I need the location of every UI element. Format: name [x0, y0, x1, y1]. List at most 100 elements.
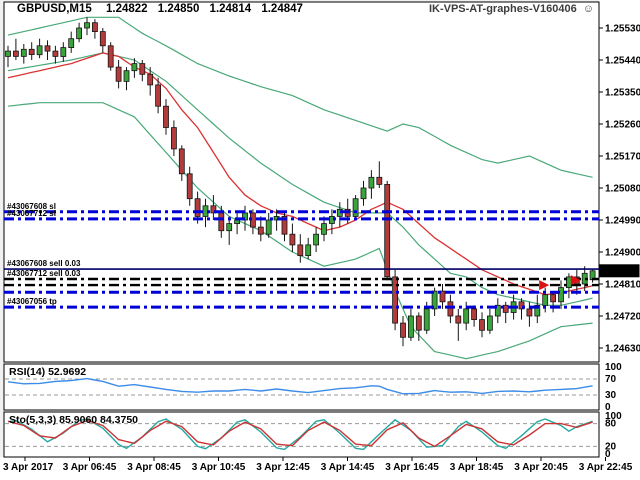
- bull-candle: [313, 233, 320, 246]
- price-axis-strip[interactable]: [599, 0, 640, 480]
- bear-candle: [92, 22, 98, 33]
- bear-candle: [392, 276, 399, 324]
- candles-layer: [5, 17, 596, 347]
- smiley-icon: ☺: [582, 3, 594, 15]
- stochastic-label: Sto(5,3,3) 85.9060 84.3750: [9, 414, 138, 426]
- bull-candle: [20, 48, 27, 57]
- stochastic-scale-label: 0: [605, 449, 611, 460]
- bull-candle: [368, 176, 375, 189]
- bear-candle: [28, 48, 35, 55]
- bull-candle: [84, 22, 90, 29]
- bull-candle: [558, 287, 564, 303]
- bull-candle: [76, 27, 82, 40]
- time-axis-label: 3 Apr 10:45: [192, 462, 246, 473]
- bull-candle: [360, 187, 367, 200]
- bear-candle: [415, 315, 422, 331]
- bull-candle: [431, 290, 438, 310]
- ohlc-low: 1.24814: [209, 3, 252, 15]
- stochastic-scale-label: 100: [605, 411, 622, 422]
- bear-candle: [526, 308, 533, 317]
- bull-candle: [123, 70, 130, 82]
- bull-candle: [407, 315, 414, 338]
- order-line-label: #43067712 sl: [7, 209, 56, 218]
- rsi-scale-label: 100: [605, 362, 622, 373]
- bear-candle: [178, 148, 185, 175]
- bull-candle: [305, 244, 312, 256]
- watermark-text: IK-VPS-AT-graphes-V160406: [428, 3, 577, 15]
- time-axis-strip[interactable]: [0, 457, 640, 480]
- time-axis-label: 3 Apr 14:45: [321, 462, 375, 473]
- bear-candle: [194, 198, 201, 217]
- rsi-label: RSI(14) 52.9692: [9, 366, 86, 378]
- bull-candle: [36, 45, 43, 56]
- bear-candle: [170, 127, 177, 150]
- bull-candle: [226, 223, 233, 232]
- bear-candle: [471, 308, 478, 320]
- bull-candle: [486, 315, 493, 331]
- time-axis-label: 3 Apr 2017: [3, 462, 54, 473]
- sell-arrow-icon: [570, 275, 581, 286]
- price-axis-label: 1.24720: [605, 312, 640, 323]
- bear-candle: [44, 45, 51, 52]
- bear-candle: [218, 212, 225, 232]
- main-chart-panel[interactable]: [3, 1, 600, 363]
- stochastic-scale-label: 80: [605, 419, 617, 430]
- time-axis-label: 3 Apr 22:45: [579, 462, 633, 473]
- bear-candle: [455, 315, 462, 324]
- price-axis-label: 1.25440: [605, 56, 640, 67]
- current-price-label: 1.24847: [602, 266, 639, 277]
- price-axis-label: 1.25260: [605, 120, 640, 131]
- bull-candle: [68, 38, 75, 49]
- bull-candle: [494, 304, 501, 317]
- stochastic-scale-label: 20: [605, 441, 617, 452]
- rsi-scale-label: 30: [605, 390, 617, 401]
- order-line-label: #43067056 tp: [7, 297, 57, 306]
- bear-candle: [439, 290, 446, 303]
- bull-candle: [534, 304, 541, 317]
- current-price-tag: [599, 264, 640, 278]
- order-line-label: #43067608 sell 0.03: [7, 259, 81, 268]
- watermark: IK-VPS-AT-graphes-V160406 ☺: [429, 3, 594, 15]
- bear-candle: [210, 205, 217, 214]
- time-axis-label: 3 Apr 12:45: [256, 462, 310, 473]
- price-axis-label: 1.24810: [605, 280, 640, 291]
- bear-candle: [550, 294, 556, 303]
- bull-candle: [265, 219, 272, 235]
- ohlc-close: 1.24847: [261, 3, 303, 15]
- rsi-scale-label: 0: [605, 402, 611, 413]
- price-axis-label: 1.24900: [605, 248, 640, 259]
- bear-candle: [147, 73, 154, 86]
- bear-candle: [186, 173, 193, 200]
- time-axis-label: 3 Apr 20:45: [514, 462, 568, 473]
- bear-candle: [163, 105, 169, 128]
- ohlc-open: 1.24822: [105, 3, 148, 15]
- price-axis-label: 1.24630: [605, 344, 640, 355]
- bull-candle: [5, 50, 11, 57]
- bear-candle: [518, 301, 525, 310]
- bear-candle: [297, 244, 304, 256]
- bull-candle: [352, 198, 359, 217]
- time-axis-label: 3 Apr 06:45: [63, 462, 117, 473]
- bull-candle: [234, 219, 241, 224]
- bear-candle: [447, 301, 454, 317]
- bull-candle: [131, 63, 138, 72]
- bear-candle: [155, 84, 162, 107]
- bull-candle: [60, 47, 67, 57]
- bear-candle: [52, 50, 59, 57]
- symbol-period-label: GBPUSD,M15: [17, 3, 92, 15]
- price-axis-label: 1.25080: [605, 184, 640, 195]
- bull-candle: [566, 276, 572, 288]
- price-axis-label: 1.25350: [605, 88, 640, 99]
- sell-arrow-icon: [539, 280, 550, 291]
- bull-candle: [321, 223, 327, 235]
- stochastic-panel[interactable]: [3, 411, 600, 458]
- rsi-line: [7, 377, 593, 395]
- ohlc-high: 1.24850: [157, 3, 200, 15]
- time-axis-label: 3 Apr 16:45: [385, 462, 439, 473]
- bear-candle: [257, 226, 264, 235]
- rsi-panel[interactable]: [3, 363, 600, 411]
- bull-candle: [423, 308, 430, 331]
- bear-candle: [502, 304, 509, 313]
